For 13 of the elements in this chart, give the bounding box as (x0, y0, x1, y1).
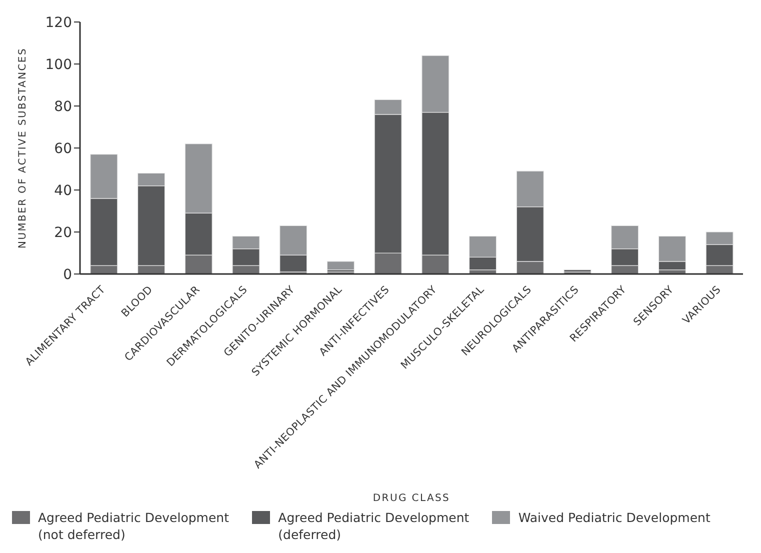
x-axis-title: DRUG CLASS (372, 493, 450, 504)
y-tick-label: 20 (54, 224, 72, 241)
legend-label: Waived Pediatric Development (518, 509, 710, 526)
y-axis-title: NUMBER OF ACTIVE SUBSTANCES (18, 48, 29, 248)
legend-label: Agreed Pediatric Development (deferred) (278, 509, 470, 543)
y-tick-label: 100 (45, 56, 72, 73)
y-tick-label: 40 (54, 182, 72, 199)
legend-label: Agreed Pediatric Development (not deferred) (38, 509, 230, 543)
y-tick-label: 60 (54, 140, 72, 157)
y-tick-label: 120 (45, 14, 72, 31)
y-tick-label: 80 (54, 98, 72, 115)
y-tick-label: 0 (63, 266, 72, 283)
bar (326, 261, 355, 270)
